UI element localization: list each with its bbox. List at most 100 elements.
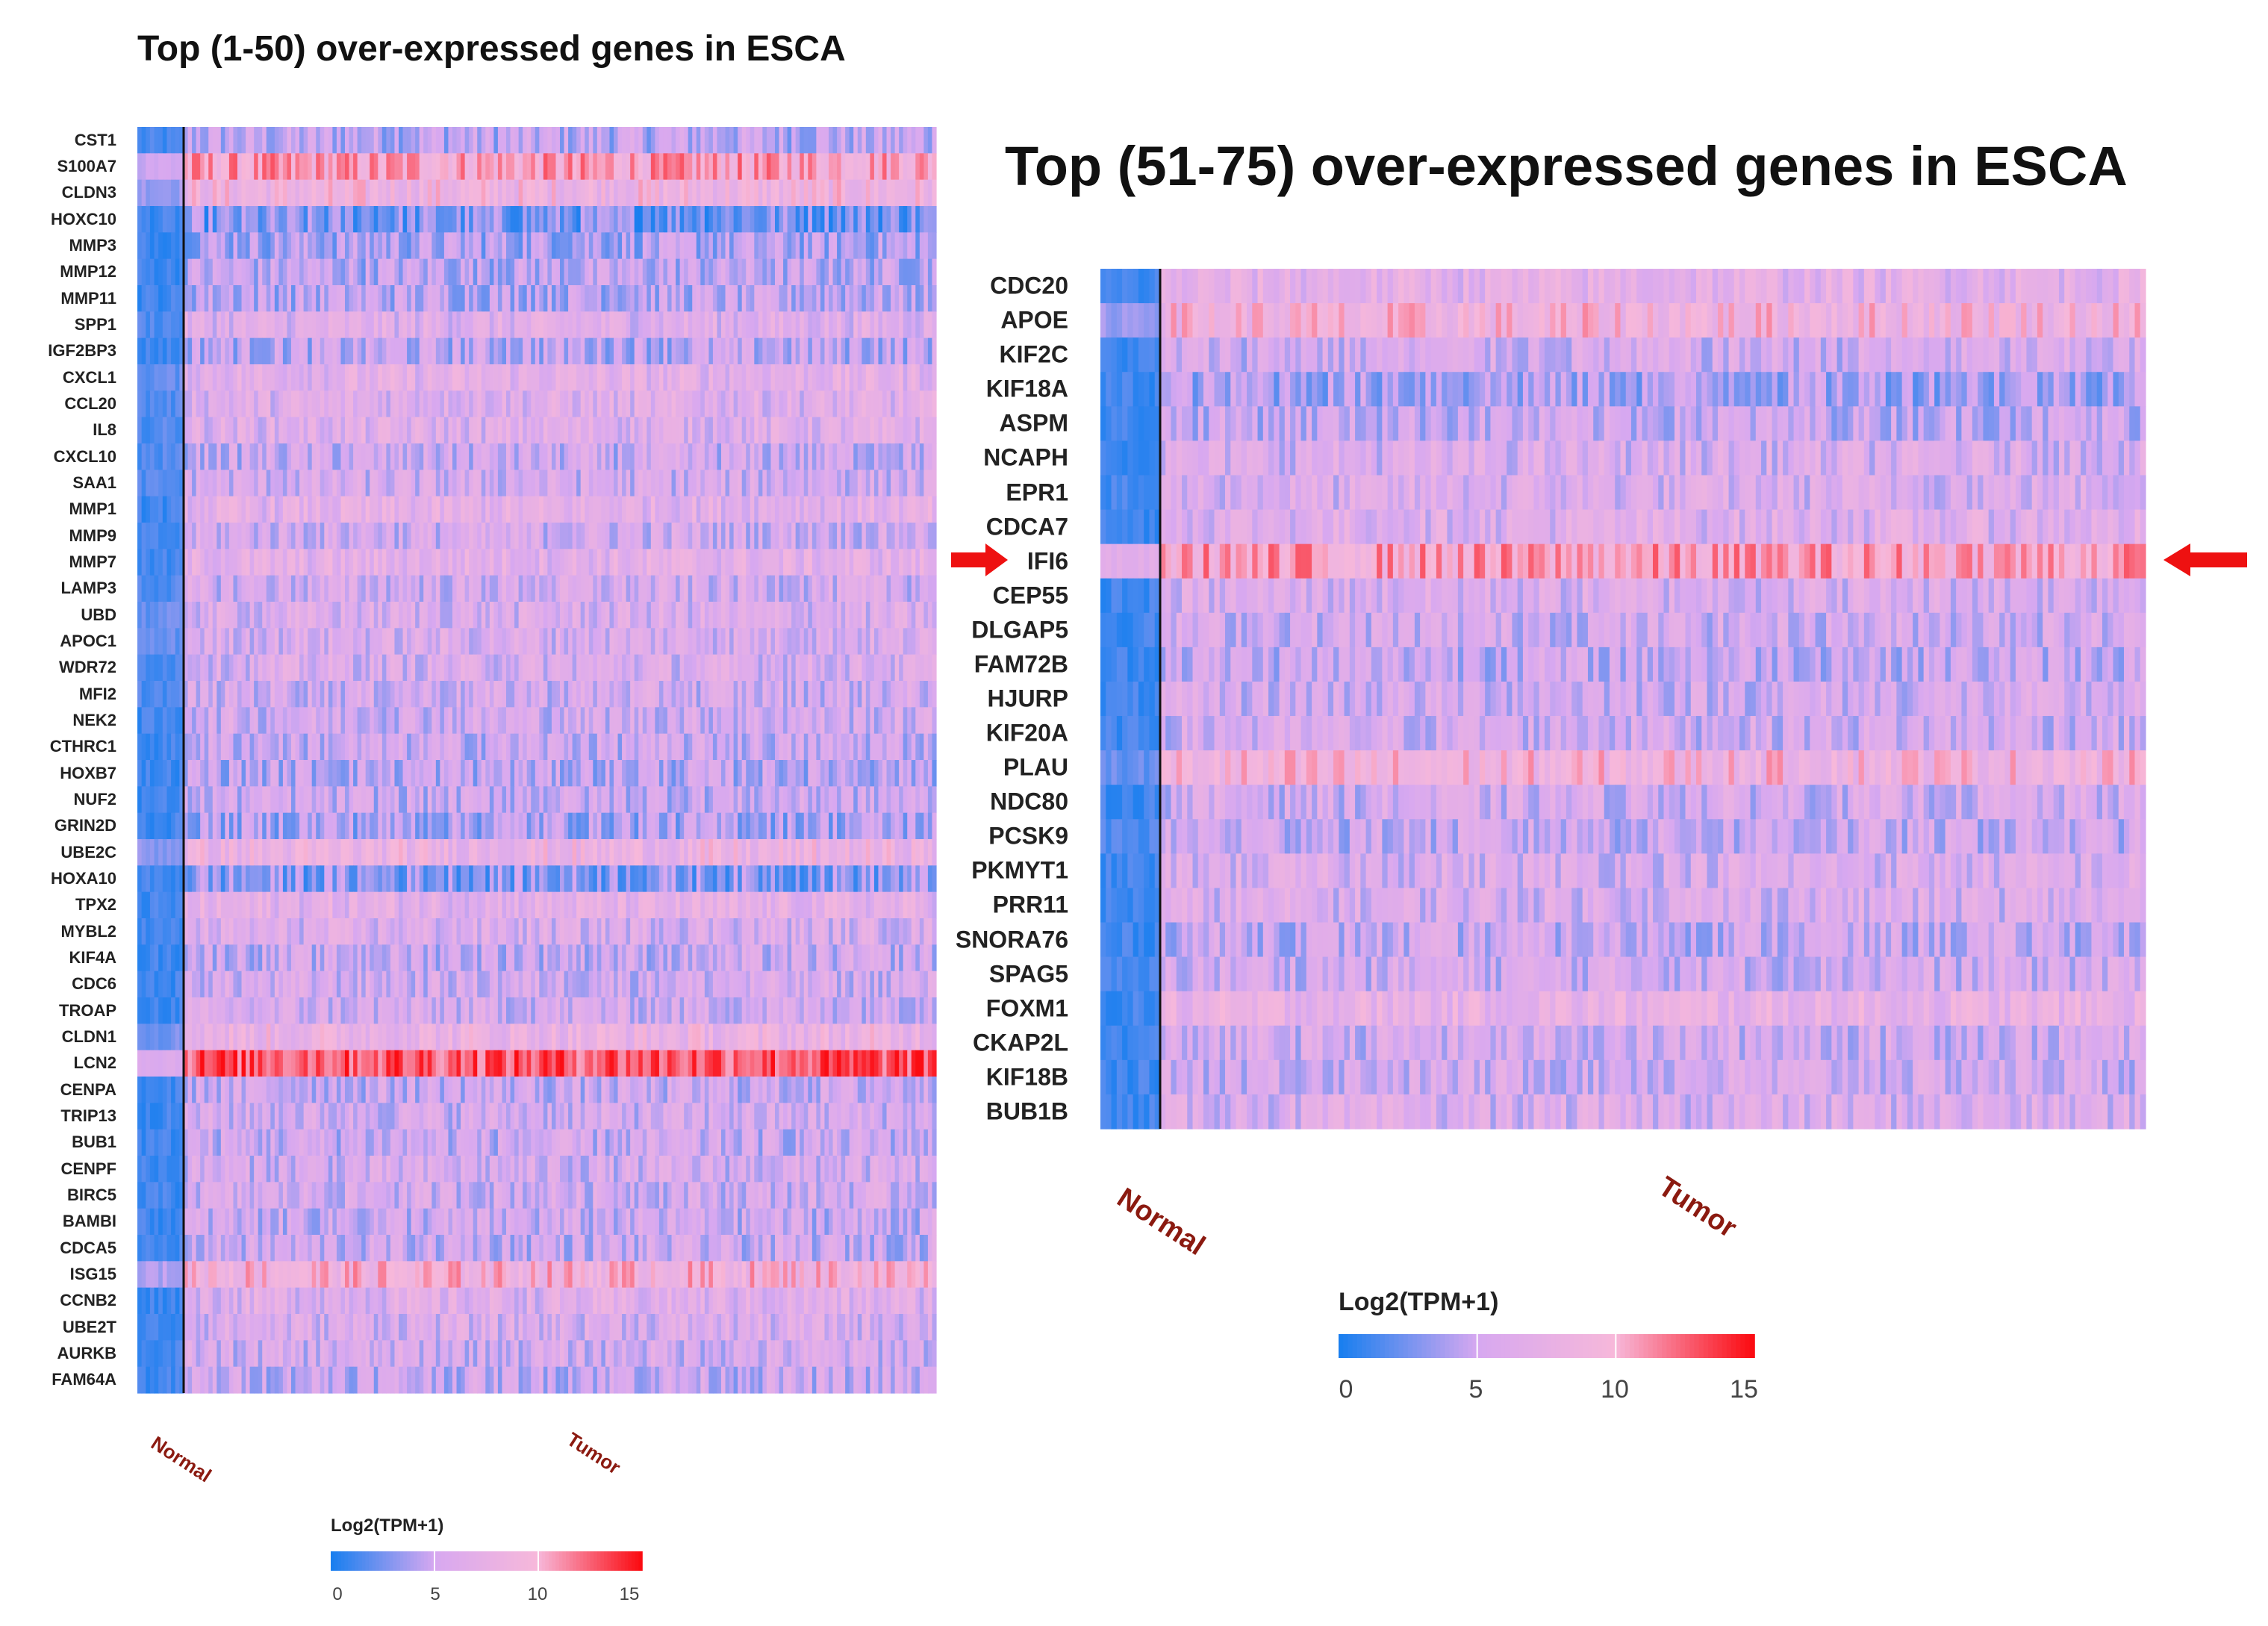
heatmap-1-cell-tumor (588, 707, 594, 735)
heatmap-1-cell-tumor (423, 523, 429, 549)
heatmap-1-cell-tumor (390, 285, 396, 312)
heatmap-1-cell-tumor (249, 628, 255, 655)
heatmap-1-cell-tumor (754, 337, 759, 365)
heatmap-1-cell-tumor (184, 153, 189, 181)
heatmap-1-cell-tumor (762, 681, 767, 708)
heatmap-1-cell-tumor (361, 654, 367, 682)
heatmap-1-cell-tumor (894, 602, 900, 629)
heatmap-1-cell-tumor (803, 390, 809, 418)
heatmap-1-cell-tumor (708, 443, 714, 470)
heatmap-1-cell-tumor (477, 179, 482, 207)
heatmap-1-cell-tumor (915, 628, 920, 655)
heatmap-1-cell-tumor (523, 179, 528, 207)
heatmap-1-cell-tumor (365, 707, 370, 735)
heatmap-1-cell-tumor (440, 417, 445, 444)
heatmap-1-cell-tumor (423, 549, 429, 576)
heatmap-1-cell-tumor (650, 707, 655, 735)
heatmap-1-cell-tumor (816, 681, 821, 708)
heatmap-1-cell-tumor (671, 364, 676, 391)
heatmap-1-cell-tumor (423, 707, 429, 735)
heatmap-1-cell-normal (158, 786, 163, 814)
heatmap-1-cell-tumor (225, 232, 230, 260)
heatmap-1-cell-tumor (911, 364, 916, 391)
heatmap-1-cell-tumor (543, 285, 548, 312)
heatmap-1-cell-tumor (448, 470, 453, 497)
heatmap-1-cell-tumor (667, 311, 673, 339)
heatmap-1-cell-tumor (266, 549, 271, 576)
heatmap-1-cell-tumor (766, 707, 772, 735)
heatmap-1-cell-tumor (407, 602, 412, 629)
heatmap-1-cell-normal (137, 390, 143, 418)
heatmap-1-cell-tumor (829, 654, 834, 682)
heatmap-1-cell-tumor (316, 311, 321, 339)
heatmap-1-cell-tumor (894, 390, 900, 418)
heatmap-1-cell-tumor (775, 707, 780, 735)
heatmap-1-cell-tumor (514, 364, 520, 391)
heatmap-1-cell-tumor (270, 733, 275, 761)
heatmap-1-cell-normal (162, 523, 168, 549)
heatmap-1-cell-tumor (324, 417, 329, 444)
heatmap-1-cell-tumor (837, 127, 842, 154)
heatmap-1-cell-tumor (688, 733, 693, 761)
heatmap-1-cell-normal (179, 258, 184, 286)
heatmap-1-cell-tumor (184, 575, 189, 602)
heatmap-1-cell-tumor (824, 786, 829, 814)
heatmap-1-cell-tumor (820, 153, 826, 181)
heatmap-1-cell-tumor (605, 311, 611, 339)
heatmap-1-cell-normal (154, 602, 159, 629)
heatmap-1-cell-tumor (464, 285, 470, 312)
heatmap-1-cell-tumor (258, 602, 263, 629)
heatmap-1-cell-tumor (295, 311, 300, 339)
heatmap-1-cell-tumor (427, 575, 432, 602)
heatmap-1-cell-tumor (915, 285, 920, 312)
heatmap-1-cell-tumor (415, 232, 420, 260)
heatmap-1-cell-tumor (837, 390, 842, 418)
heatmap-1-cell-tumor (791, 390, 797, 418)
heatmap-1-cell-tumor (717, 523, 722, 549)
heatmap-1-cell-tumor (539, 733, 544, 761)
heatmap-1-cell-tumor (915, 179, 920, 207)
heatmap-1-cell-tumor (679, 127, 685, 154)
heatmap-1-cell-tumor (585, 258, 590, 286)
heatmap-1-cell-tumor (775, 232, 780, 260)
heatmap-1-cell-tumor (642, 760, 647, 787)
heatmap-1-cell-tumor (291, 733, 296, 761)
heatmap-1-cell-tumor (407, 390, 412, 418)
heatmap-1-cell-tumor (308, 470, 313, 497)
heatmap-1-cell-tumor (717, 681, 722, 708)
heatmap-1-cell-tumor (345, 232, 350, 260)
heatmap-1-cell-tumor (667, 470, 673, 497)
heatmap-1-cell-tumor (580, 549, 585, 576)
heatmap-1-cell-tumor (700, 786, 705, 814)
heatmap-1-cell-tumor (365, 786, 370, 814)
heatmap-1-cell-tumor (432, 153, 437, 181)
heatmap-1-cell-tumor (762, 575, 767, 602)
heatmap-1-cell-tumor (791, 258, 797, 286)
heatmap-1-cell-tumor (295, 443, 300, 470)
heatmap-1-cell-tumor (932, 654, 937, 682)
heatmap-1-cell-tumor (758, 337, 763, 365)
heatmap-1-cell-tumor (523, 496, 528, 523)
heatmap-1-cell-tumor (547, 786, 552, 814)
heatmap-1-cell-tumor (464, 681, 470, 708)
heatmap-1-cell-tumor (783, 311, 788, 339)
heatmap-1-cell-tumor (617, 549, 623, 576)
heatmap-1-cell-tumor (576, 760, 582, 787)
heatmap-1-cell-tumor (220, 523, 225, 549)
heatmap-1-cell-tumor (332, 760, 337, 787)
heatmap-1-cell-tumor (415, 443, 420, 470)
heatmap-1-cell-tumor (733, 337, 738, 365)
heatmap-1-cell-tumor (820, 654, 826, 682)
heatmap-1-cell-normal (137, 470, 143, 497)
heatmap-1-cell-normal (158, 628, 163, 655)
heatmap-1-cell-tumor (547, 258, 552, 286)
heatmap-1-cell-tumor (647, 206, 652, 233)
heatmap-1-cell-tumor (299, 390, 305, 418)
heatmap-1-cell-tumor (754, 523, 759, 549)
heatmap-1-cell-tumor (560, 206, 565, 233)
heatmap-1-cell-tumor (477, 364, 482, 391)
heatmap-1-cell-normal (179, 707, 184, 735)
heatmap-1-cell-tumor (535, 206, 540, 233)
heatmap-1-cell-tumor (432, 549, 437, 576)
heatmap-1-cell-tumor (614, 311, 619, 339)
